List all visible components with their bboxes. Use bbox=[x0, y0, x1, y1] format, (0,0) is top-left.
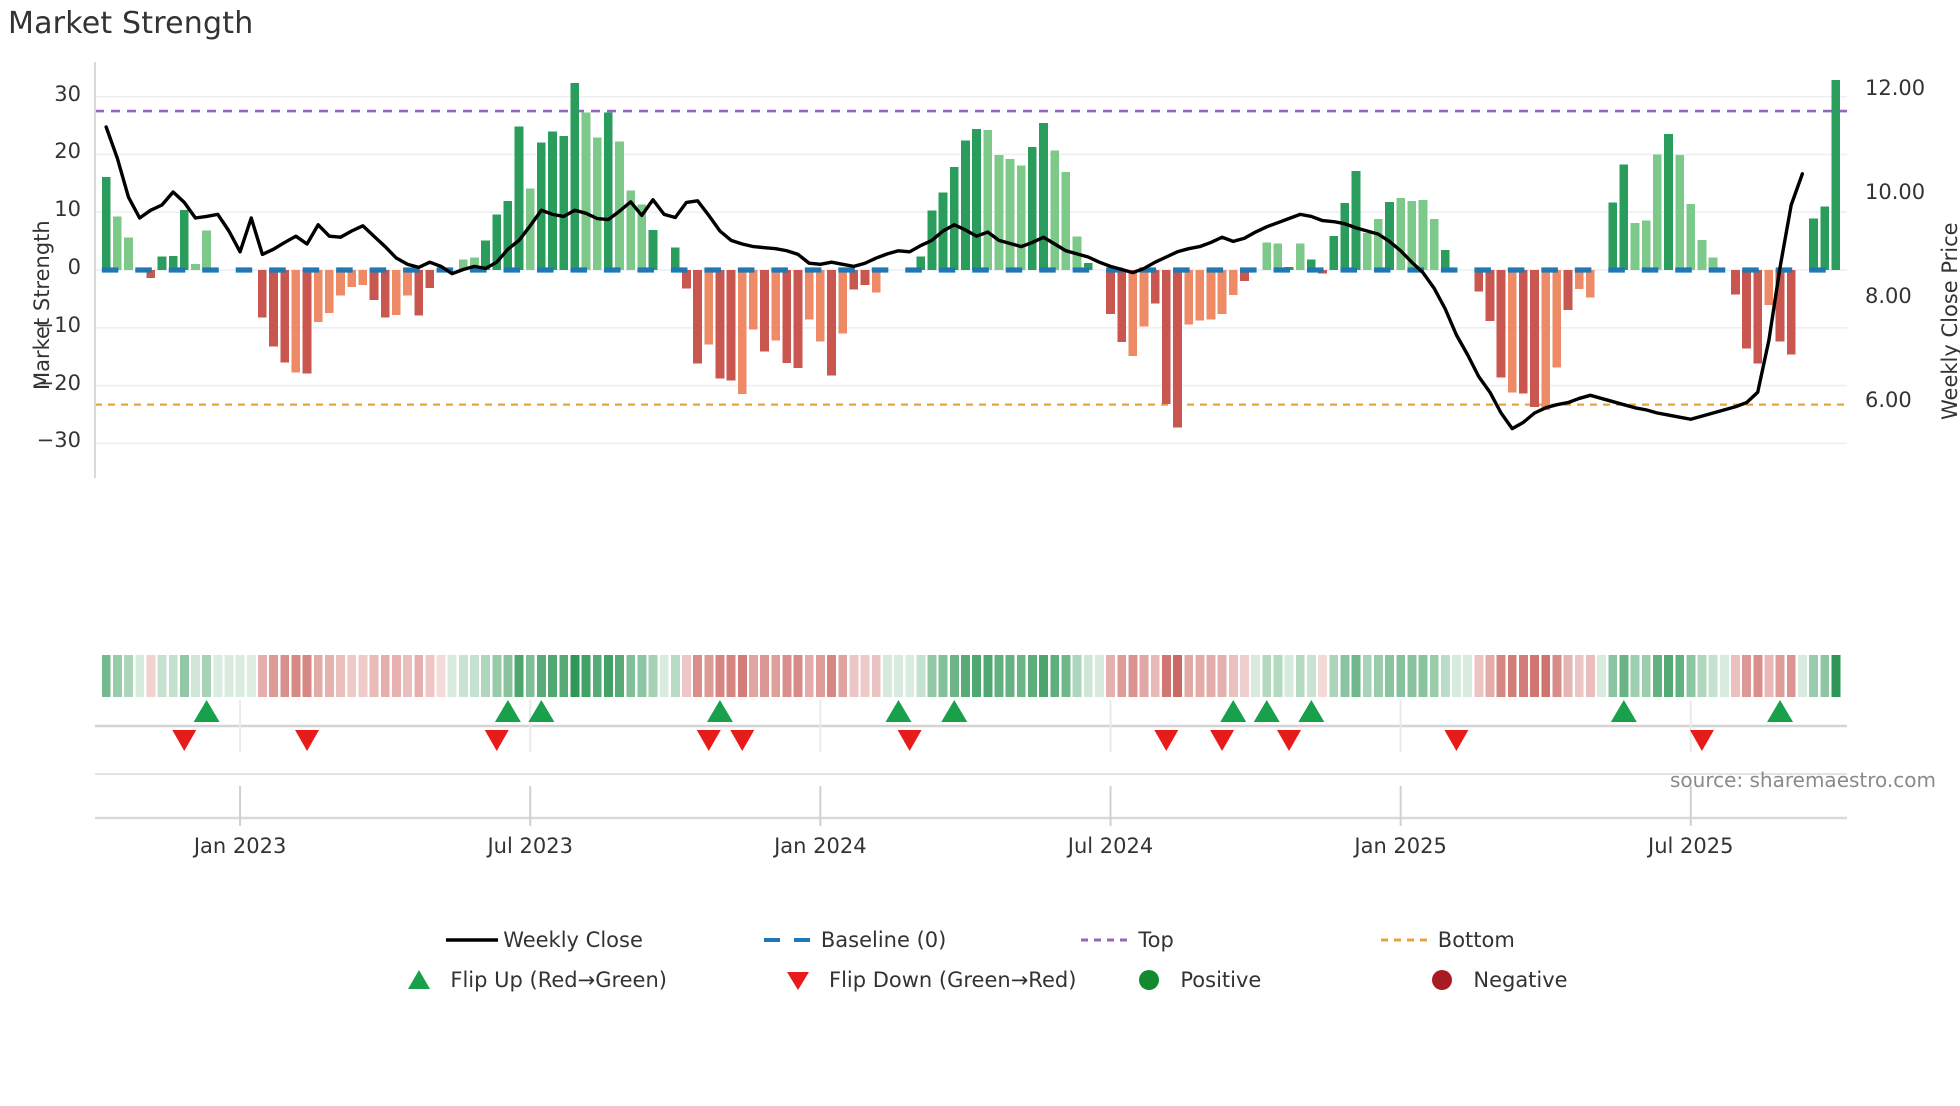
legend-item-negative[interactable]: Negative bbox=[1411, 967, 1571, 993]
legend-item-bottom[interactable]: Bottom bbox=[1376, 927, 1519, 953]
y-axis-right-tick: 10.00 bbox=[1865, 179, 1926, 204]
page-title: Market Strength bbox=[8, 6, 254, 41]
y-axis-left-tick: −20 bbox=[36, 370, 81, 395]
legend-row-markers: Flip Up (Red→Green) Flip Down (Green→Red)… bbox=[0, 960, 1960, 1000]
y-axis-left-tick: 20 bbox=[54, 139, 81, 164]
y-axis-right-tick: 6.00 bbox=[1865, 387, 1912, 412]
y-axis-left-tick: 0 bbox=[67, 255, 81, 279]
y-axis-left-tick: 30 bbox=[54, 81, 81, 106]
legend-label: Flip Down (Green→Red) bbox=[828, 968, 1077, 992]
legend-label: Top bbox=[1138, 928, 1174, 952]
circle-icon bbox=[1411, 967, 1473, 993]
solid-line-icon bbox=[441, 927, 503, 953]
y-axis-left-tick: 10 bbox=[54, 197, 81, 222]
axis-spines bbox=[94, 62, 1847, 820]
legend-item-flip-down-green-red[interactable]: Flip Down (Green→Red) bbox=[767, 967, 1080, 993]
legend-label: Weekly Close bbox=[503, 928, 643, 952]
bar-series bbox=[101, 79, 1841, 428]
flip-markers bbox=[95, 700, 1847, 752]
y-axis-left-tick: −10 bbox=[36, 312, 81, 337]
legend-item-top[interactable]: Top bbox=[1076, 927, 1177, 953]
legend-item-positive[interactable]: Positive bbox=[1118, 967, 1265, 993]
x-axis-tick-label: Jul 2023 bbox=[487, 834, 573, 858]
legend-item-flip-up-red-green[interactable]: Flip Up (Red→Green) bbox=[388, 967, 671, 993]
y-axis-right-tick: 8.00 bbox=[1865, 283, 1912, 308]
legend-label: Positive bbox=[1180, 968, 1262, 992]
weekly-close-line bbox=[104, 125, 1805, 431]
legend-label: Bottom bbox=[1437, 928, 1515, 952]
legend-label: Negative bbox=[1473, 968, 1568, 992]
triangle-down-icon bbox=[767, 967, 829, 993]
legend-item-baseline-0[interactable]: Baseline (0) bbox=[759, 927, 950, 953]
x-axis-tick-label: Jan 2023 bbox=[193, 834, 287, 858]
y-axis-right-label: Weekly Close Price bbox=[1938, 222, 1960, 420]
dotted-line-icon bbox=[1076, 927, 1138, 953]
source-note: source: sharemaestro.com bbox=[1670, 768, 1936, 792]
chart-legend: Weekly Close Baseline (0) Top Bottom Flip U… bbox=[0, 920, 1960, 1000]
legend-item-weekly-close[interactable]: Weekly Close bbox=[441, 927, 647, 953]
y-axis-left-label: Market Strength bbox=[30, 220, 54, 390]
dotted-line-icon bbox=[1376, 927, 1438, 953]
y-axis-left-tick: −30 bbox=[36, 428, 81, 453]
x-axis-tick-label: Jul 2024 bbox=[1067, 834, 1154, 858]
x-axis-tick-label: Jan 2024 bbox=[774, 834, 867, 858]
y-axis-right-tick: 12.00 bbox=[1865, 75, 1926, 100]
x-axis-tick-label: Jan 2025 bbox=[1354, 834, 1447, 858]
x-axis-tick-label: Jul 2025 bbox=[1648, 834, 1734, 858]
legend-row-primary: Weekly Close Baseline (0) Top Bottom bbox=[0, 920, 1960, 960]
baseline-dash-series bbox=[101, 267, 1826, 273]
legend-label: Flip Up (Red→Green) bbox=[450, 968, 667, 992]
legend-label: Baseline (0) bbox=[820, 928, 947, 952]
dashed-line-thick-icon bbox=[759, 927, 821, 953]
circle-icon bbox=[1118, 967, 1180, 993]
triangle-up-icon bbox=[388, 967, 450, 993]
x-axis-ticks bbox=[239, 786, 1692, 826]
strength-heatmap-strip bbox=[101, 655, 1841, 697]
